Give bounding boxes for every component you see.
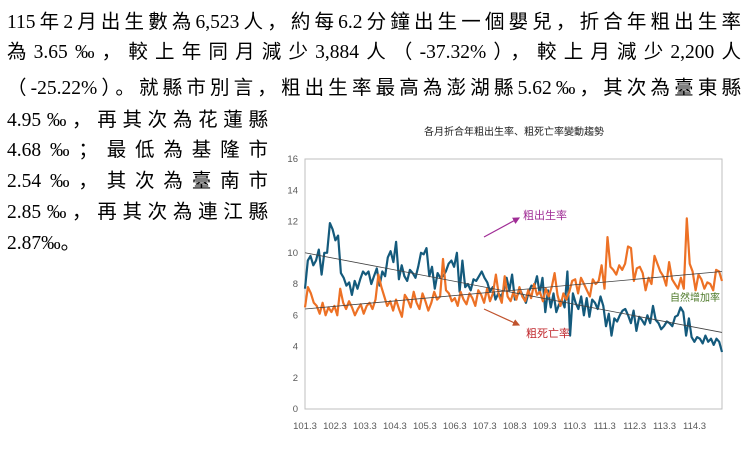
- x-tick-label: 109.3: [533, 421, 557, 432]
- death-rate-line: [303, 217, 724, 318]
- birth-trendline: [304, 252, 723, 333]
- x-tick-label: 110.3: [563, 421, 586, 432]
- x-tick-label: 107.3: [473, 421, 497, 432]
- x-tick-label: 112.3: [623, 421, 646, 432]
- paragraph-line: 115年2月出生數為6,523人，約每6.2分鐘出生一個嬰兒，折合年粗出生率: [7, 12, 741, 33]
- trend-chart: 各月折合年粗出生率、粗死亡率變動趨勢 0 2 4 6 8 10 12 14 16 101.3 102…: [287, 125, 724, 432]
- y-tick-label: 14: [287, 185, 298, 196]
- y-tick-label: 2: [293, 373, 298, 384]
- y-tick-label: 4: [293, 342, 298, 353]
- x-tick-label: 108.3: [503, 421, 527, 432]
- y-tick-label: 8: [293, 279, 298, 290]
- x-tick-label: 114.3: [683, 421, 706, 432]
- death-trendline: [304, 271, 723, 310]
- paragraph-line: 2.85‰，再其次為連江縣: [7, 202, 268, 223]
- x-tick-label: 101.3: [293, 421, 317, 432]
- death-rate-label: 粗死亡率: [526, 326, 570, 340]
- x-tick-label: 102.3: [323, 421, 347, 432]
- paragraph-line: 2.87‰。: [7, 233, 81, 254]
- birth-arrow: [483, 217, 521, 238]
- paragraph-line: 為3.65‰，較上年同月減少3,884人（-37.32%），較上月減少2,200…: [7, 42, 741, 63]
- y-tick-label: 12: [287, 217, 298, 228]
- natural-increase-label: 自然增加率: [670, 291, 720, 304]
- x-tick-label: 105.3: [413, 421, 437, 432]
- x-tick-label: 113.3: [653, 421, 676, 432]
- y-tick-label: 6: [293, 310, 298, 321]
- paragraph-line: 4.95‰，再其次為花蓮縣: [7, 110, 268, 131]
- x-tick-label: 104.3: [383, 421, 407, 432]
- paragraph-line: 2.54‰，其次為臺南市: [7, 171, 268, 192]
- chart-title: 各月折合年粗出生率、粗死亡率變動趨勢: [424, 125, 604, 138]
- y-tick-label: 10: [287, 248, 298, 259]
- birth-rate-label: 粗出生率: [523, 208, 567, 222]
- y-tick-label: 0: [293, 404, 298, 415]
- death-arrow: [483, 308, 521, 326]
- birth-rate-line: [303, 221, 724, 353]
- paragraph-line: 4.68‰；最低為基隆市: [7, 140, 268, 161]
- x-tick-label: 103.3: [353, 421, 377, 432]
- y-tick-label: 16: [287, 154, 298, 165]
- x-tick-label: 111.3: [593, 421, 615, 432]
- paragraph-line: （-25.22%）。就縣市別言，粗出生率最高為澎湖縣5.62‰，其次為臺東縣: [7, 78, 741, 99]
- x-tick-label: 106.3: [443, 421, 467, 432]
